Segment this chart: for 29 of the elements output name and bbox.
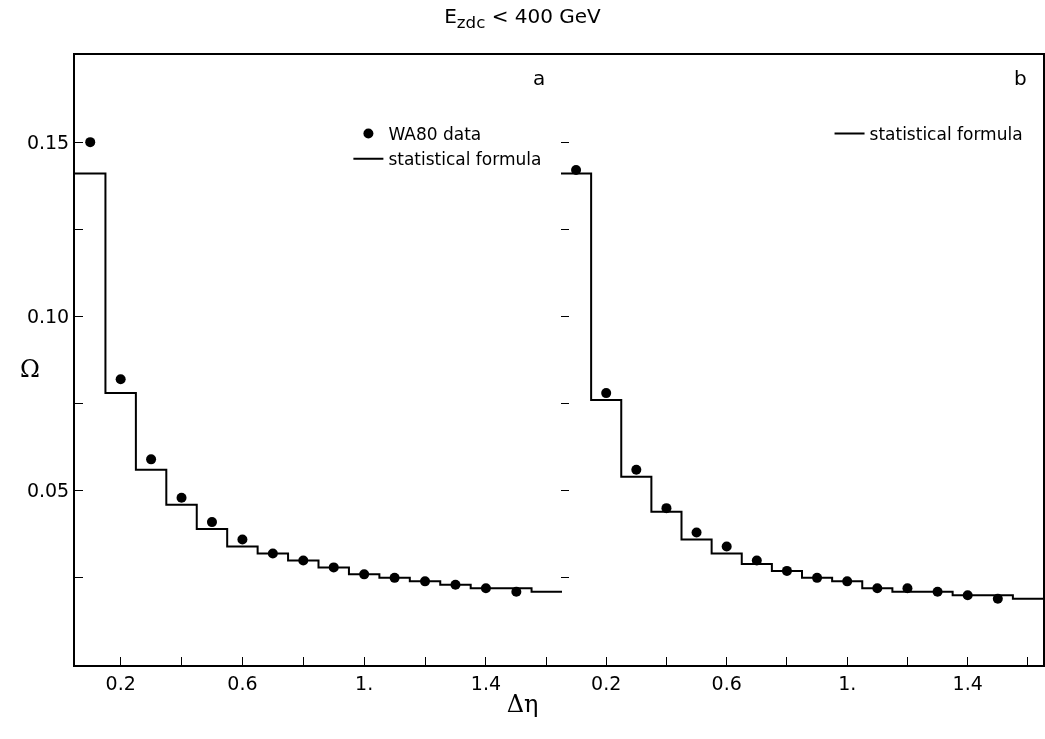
point: [721, 541, 732, 552]
x-tick-label: 1.4: [470, 671, 502, 694]
point: [601, 388, 612, 399]
chart-title: E$_{zdc}$ < 400 GeV: [443, 4, 602, 32]
x-tick-label: 1.: [355, 671, 374, 694]
point: [691, 527, 702, 538]
annotation: b: [1014, 66, 1027, 90]
x-tick-label: 1.4: [952, 671, 983, 694]
y-tick-label: 0.10: [26, 305, 70, 328]
point: [146, 454, 157, 465]
x-tick-label: 0.2: [591, 671, 622, 694]
x-tick-label: 0.6: [227, 671, 258, 694]
x-tick-label: 0.2: [105, 671, 136, 694]
x-axis-title: Δη: [506, 690, 539, 718]
point: [206, 517, 217, 528]
legend-label: statistical formula: [869, 124, 1023, 145]
point: [237, 534, 248, 545]
point: [631, 464, 642, 475]
point: [85, 137, 96, 148]
point: [176, 492, 187, 503]
y-tick-label: 0.05: [26, 479, 70, 502]
legend-label: statistical formula: [388, 149, 542, 170]
annotation: a: [533, 66, 546, 90]
y-axis-title: Ω: [20, 355, 40, 383]
legend-label: WA80 data: [388, 124, 482, 145]
x-tick-label: 1.: [838, 671, 857, 694]
point: [115, 374, 126, 385]
y-tick-label: 0.15: [26, 130, 70, 153]
x-tick-label: 0.6: [711, 671, 742, 694]
